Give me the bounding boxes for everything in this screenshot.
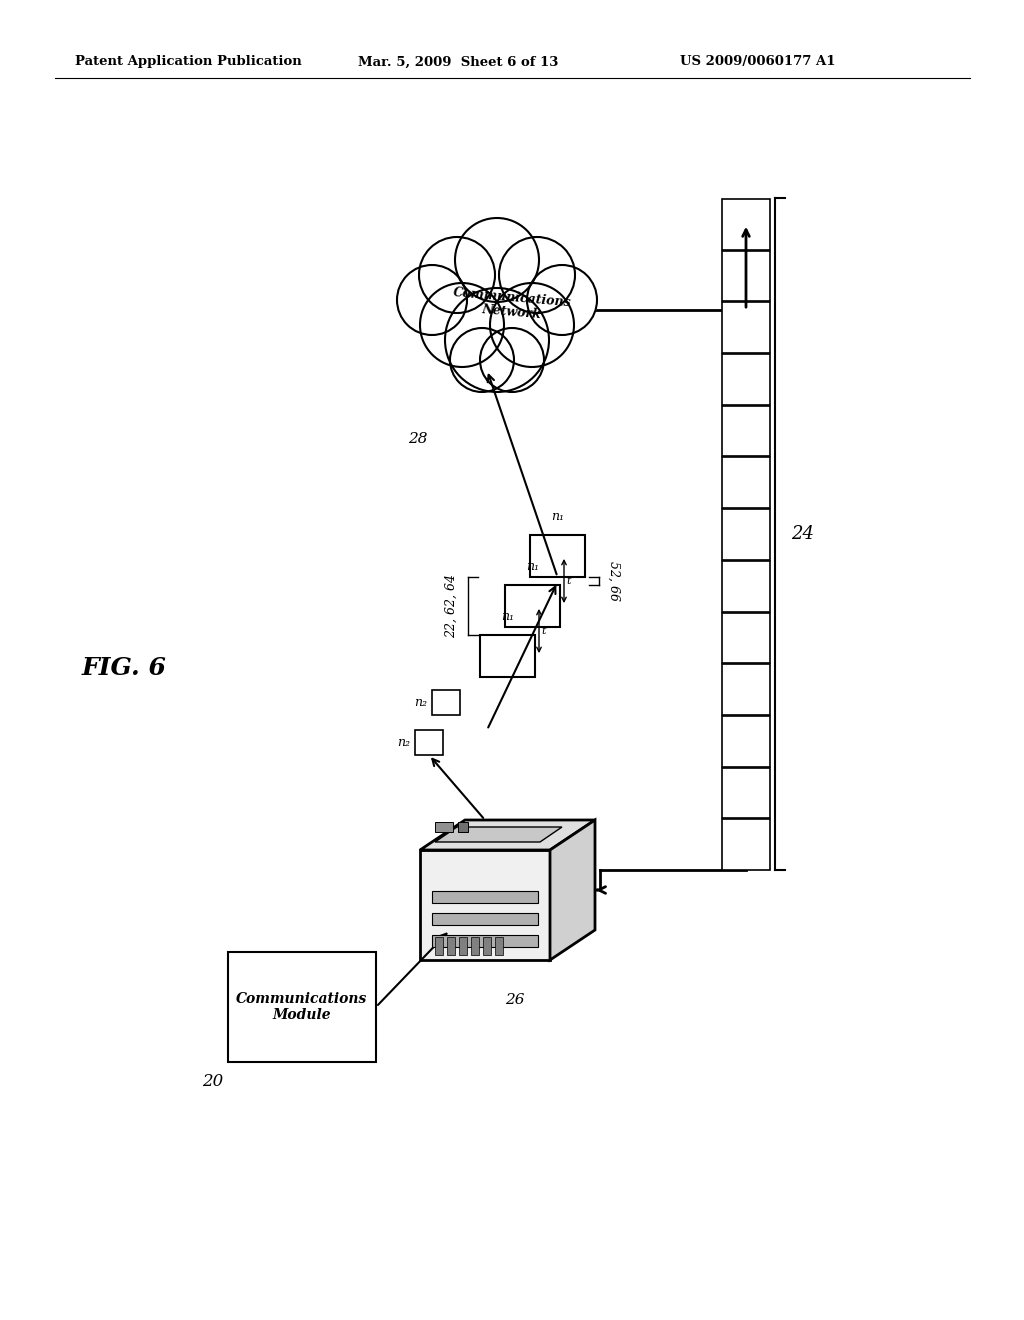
Text: t: t (541, 626, 546, 636)
Bar (722, 664, 770, 715)
Circle shape (450, 327, 514, 392)
Polygon shape (420, 820, 595, 850)
Bar (228, 952, 376, 1063)
Bar (722, 354, 770, 405)
Text: 26: 26 (505, 993, 524, 1007)
Text: FIG. 6: FIG. 6 (82, 656, 167, 680)
Circle shape (499, 238, 575, 313)
Text: Communications
Module: Communications Module (237, 991, 368, 1022)
Text: 22, 62, 64: 22, 62, 64 (445, 574, 458, 638)
Circle shape (455, 218, 539, 302)
Bar (722, 612, 770, 663)
Text: n₂: n₂ (397, 737, 410, 748)
Text: 20: 20 (202, 1073, 223, 1090)
Circle shape (397, 265, 467, 335)
Circle shape (445, 288, 549, 392)
Text: n₂: n₂ (414, 696, 427, 709)
Bar (432, 935, 538, 946)
Circle shape (420, 282, 504, 367)
Text: Communications
Network: Communications Network (452, 286, 572, 325)
Bar (505, 585, 560, 627)
Text: US 2009/0060177 A1: US 2009/0060177 A1 (680, 55, 836, 69)
Bar (435, 937, 443, 954)
Bar (459, 937, 467, 954)
Bar (722, 768, 770, 818)
Bar (480, 635, 535, 677)
Text: 28: 28 (408, 432, 427, 446)
Bar (722, 820, 770, 870)
Bar (722, 251, 770, 301)
Text: n₁: n₁ (501, 610, 514, 623)
Bar (435, 822, 453, 832)
Bar (471, 937, 479, 954)
Text: 24: 24 (791, 525, 814, 543)
Bar (722, 715, 770, 767)
Circle shape (480, 327, 544, 392)
Bar (495, 937, 503, 954)
Circle shape (527, 265, 597, 335)
Bar (722, 405, 770, 457)
Bar (447, 937, 455, 954)
Text: Patent Application Publication: Patent Application Publication (75, 55, 302, 69)
Bar (432, 891, 538, 903)
Bar (483, 937, 490, 954)
Bar (722, 510, 770, 560)
Bar (722, 458, 770, 508)
Bar (722, 302, 770, 352)
Text: n₁: n₁ (551, 510, 564, 523)
Bar (722, 561, 770, 611)
Text: Mar. 5, 2009  Sheet 6 of 13: Mar. 5, 2009 Sheet 6 of 13 (358, 55, 558, 69)
Polygon shape (435, 828, 562, 842)
Bar (420, 850, 550, 960)
Polygon shape (550, 820, 595, 960)
Bar (432, 690, 460, 715)
Circle shape (419, 238, 495, 313)
Bar (458, 822, 468, 832)
Bar (415, 730, 443, 755)
Text: t: t (566, 576, 570, 586)
Bar (530, 535, 585, 577)
Text: 52, 66: 52, 66 (607, 561, 620, 601)
Bar (432, 913, 538, 925)
Text: n₁: n₁ (526, 560, 539, 573)
Circle shape (490, 282, 574, 367)
Bar (722, 199, 770, 249)
